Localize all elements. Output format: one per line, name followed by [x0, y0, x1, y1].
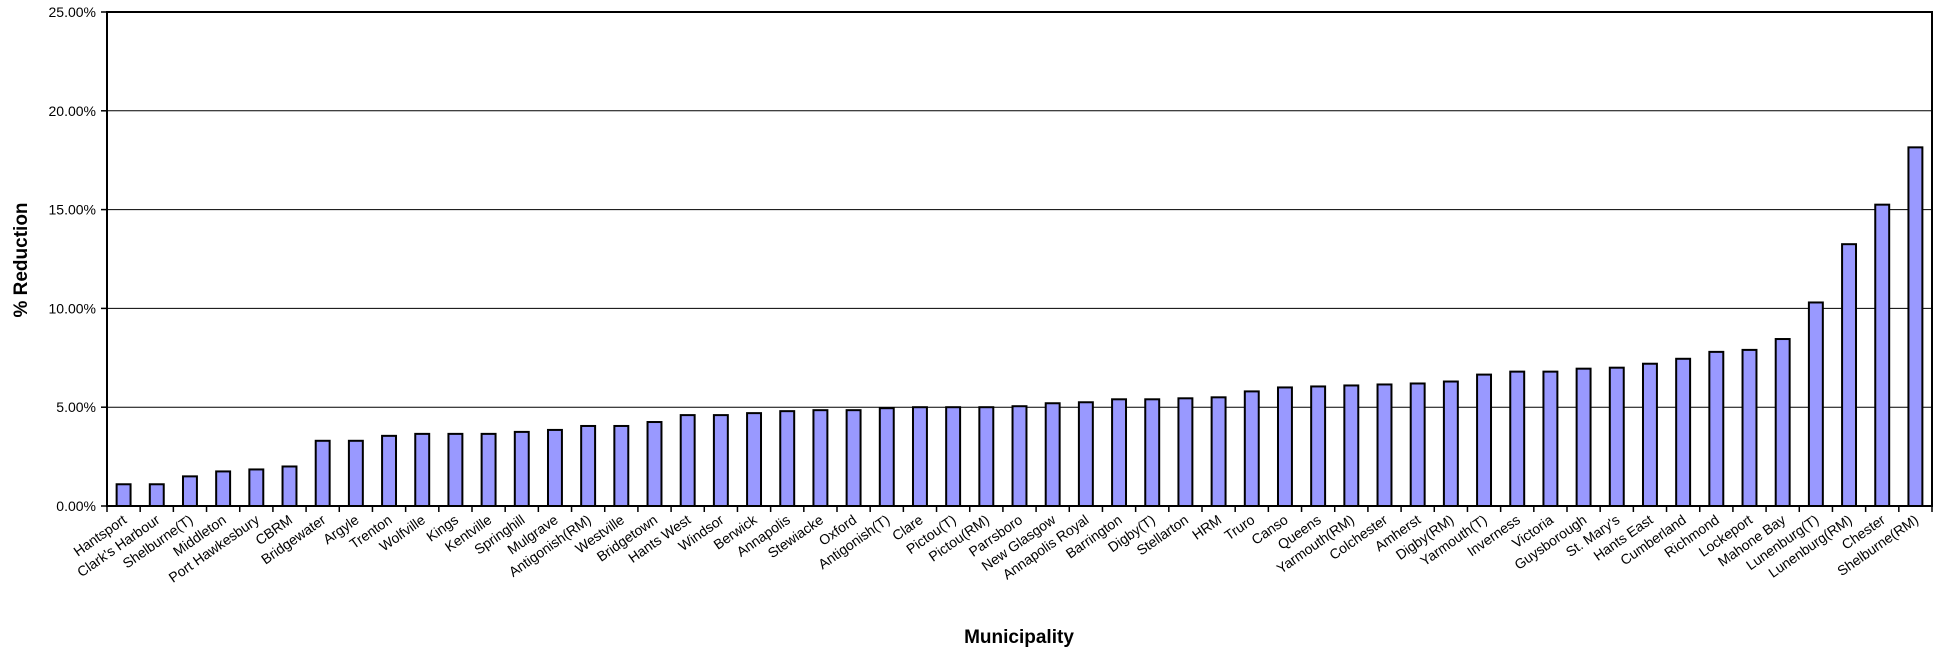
bar [878, 407, 895, 507]
bar [347, 439, 364, 507]
bar [414, 432, 431, 508]
bar [812, 409, 829, 507]
bar [613, 424, 630, 507]
bar [1675, 357, 1692, 507]
bar [281, 465, 298, 508]
bar [181, 475, 198, 507]
bar [513, 430, 530, 507]
bar [945, 406, 962, 508]
bar [1276, 386, 1293, 507]
bar [580, 424, 597, 507]
bar [1144, 398, 1161, 507]
bar [381, 434, 398, 507]
bar [546, 428, 563, 508]
bar [1774, 338, 1791, 508]
y-tick-label: 20.00% [49, 103, 96, 119]
bar [1907, 146, 1924, 508]
bar [1310, 385, 1327, 507]
bar [1874, 203, 1891, 507]
plot-frame [106, 11, 1933, 507]
bar [1011, 405, 1028, 508]
bar [779, 410, 796, 508]
y-tick-label: 10.00% [49, 300, 96, 316]
bar [1542, 370, 1559, 507]
bar [1641, 362, 1658, 507]
bar [1608, 366, 1625, 507]
y-tick-label: 0.00% [56, 498, 96, 514]
bar [1210, 396, 1227, 508]
bar [1841, 243, 1858, 507]
y-tick-label: 25.00% [49, 4, 96, 20]
bar [1409, 382, 1426, 508]
bar [480, 432, 497, 508]
bar [1476, 373, 1493, 508]
bar [148, 483, 165, 508]
bar [314, 439, 331, 507]
bar [1077, 401, 1094, 508]
x-tick-label: HRM [1189, 511, 1224, 542]
y-tick-labels: 0.00% 5.00% 10.00% 15.00% 20.00% 25.00% [49, 4, 96, 514]
bar [712, 414, 729, 508]
bar [1177, 397, 1194, 508]
bar [746, 412, 763, 507]
axes [106, 11, 1933, 507]
bar [679, 414, 696, 508]
y-tick-label: 5.00% [56, 399, 96, 415]
bar [1807, 301, 1824, 507]
bar [845, 409, 862, 507]
bars [106, 146, 1933, 512]
y-axis-title: % Reduction [11, 202, 32, 317]
bar [215, 470, 232, 508]
y-tick-label: 15.00% [49, 202, 96, 218]
bar [115, 483, 132, 508]
bar [911, 406, 928, 508]
bar [646, 421, 663, 507]
bar [248, 468, 265, 507]
bar [1509, 370, 1526, 507]
bar [1111, 398, 1128, 507]
bar [1044, 402, 1061, 507]
bar [978, 406, 995, 508]
bar [1376, 383, 1393, 508]
bar [1442, 380, 1459, 507]
bar [1575, 367, 1592, 507]
bar [1343, 384, 1360, 507]
bar [1741, 348, 1758, 507]
bar [1708, 350, 1725, 508]
bar [1243, 390, 1260, 507]
bar [447, 432, 464, 508]
x-axis-title: Municipality [964, 627, 1074, 648]
